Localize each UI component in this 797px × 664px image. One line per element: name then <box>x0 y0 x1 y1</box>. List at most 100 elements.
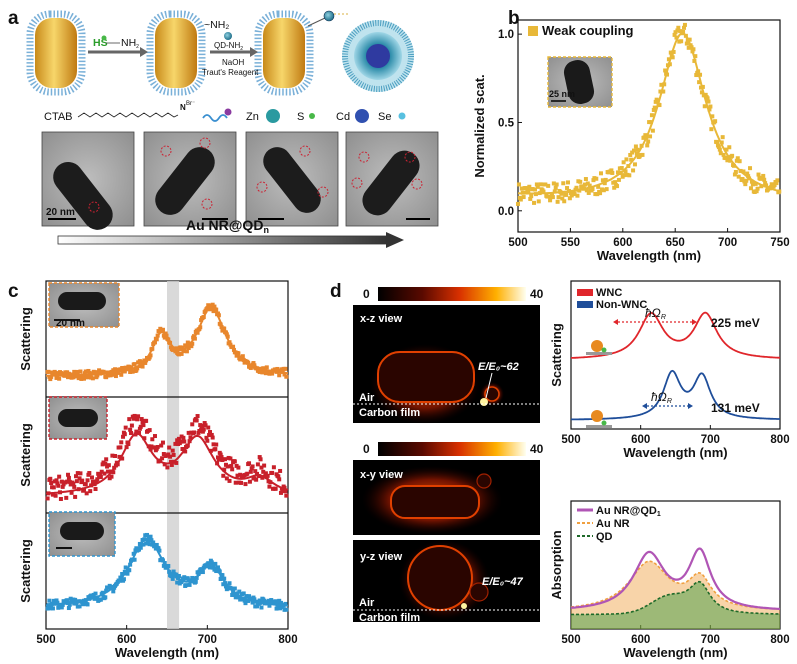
data-point <box>627 173 632 178</box>
data-point <box>193 579 198 584</box>
data-point <box>648 134 653 139</box>
data-point <box>75 471 80 476</box>
data-point <box>730 153 735 158</box>
data-point <box>59 605 64 610</box>
data-point <box>699 90 704 95</box>
data-point <box>609 168 614 173</box>
data-point <box>169 462 174 467</box>
series-qd-area <box>571 581 780 629</box>
data-point <box>188 435 193 440</box>
data-point <box>175 580 180 585</box>
svg-text:40: 40 <box>530 442 544 456</box>
data-point <box>761 173 766 178</box>
data-point <box>707 107 712 112</box>
colorbar-1: 0 40 <box>363 287 544 301</box>
data-point <box>728 158 733 163</box>
data-point <box>255 462 260 467</box>
data-point <box>236 465 241 470</box>
legend-label-qd: QD <box>596 531 613 543</box>
series-weak-coupling-points <box>516 22 782 206</box>
data-point <box>66 472 71 477</box>
map-xy: x-y view <box>353 460 540 535</box>
svg-text:Zn: Zn <box>246 111 259 123</box>
data-point <box>220 458 225 463</box>
data-point <box>616 177 621 182</box>
data-point <box>215 455 220 460</box>
data-point <box>749 179 754 184</box>
data-point <box>270 371 275 376</box>
data-point <box>255 471 260 476</box>
data-point <box>652 105 657 110</box>
data-point <box>57 376 62 381</box>
data-point <box>136 414 141 419</box>
data-point <box>263 471 268 476</box>
data-point <box>710 114 715 119</box>
x-axis-label: Wavelength (nm) <box>623 445 727 460</box>
data-point <box>162 462 167 467</box>
series-arrow: Au NR@QDn <box>57 217 404 248</box>
data-point <box>48 476 53 481</box>
data-point <box>743 182 748 187</box>
svg-text:N: N <box>180 103 186 112</box>
map-xz: x-z view E/E₀~62 Air Carbon film <box>353 305 540 424</box>
series-0-fit <box>46 306 289 377</box>
data-point <box>144 532 149 537</box>
data-point <box>615 184 620 189</box>
data-point <box>257 455 262 460</box>
data-point <box>203 423 208 428</box>
data-point <box>283 366 288 371</box>
rod-3 <box>254 10 350 96</box>
data-point <box>528 196 533 201</box>
data-point <box>594 176 599 181</box>
svg-text:CTAB: CTAB <box>44 111 73 123</box>
data-point <box>57 474 62 479</box>
data-point <box>764 183 769 188</box>
data-point <box>222 467 227 472</box>
svg-text:y-z view: y-z view <box>360 551 403 563</box>
data-point <box>561 181 566 186</box>
data-point <box>708 104 713 109</box>
data-point <box>237 589 242 594</box>
data-point <box>87 370 92 375</box>
x-tick-label: 800 <box>278 634 297 646</box>
data-point <box>179 580 184 585</box>
data-point <box>736 174 741 179</box>
data-point <box>152 434 157 439</box>
data-point <box>108 469 113 474</box>
data-point <box>583 177 588 182</box>
chart-b: 500 550 600 650 700 750 0.0 0.5 1.0 Wavelength (n… <box>472 19 790 263</box>
data-point <box>548 198 553 203</box>
legend-label-total: Au NR@QD1 <box>596 505 661 518</box>
data-point <box>241 591 246 596</box>
data-point <box>66 371 71 376</box>
data-point <box>210 435 215 440</box>
data-point <box>99 469 104 474</box>
d-top-annotations: ħΩR 225 meV ħΩR 131 meV <box>586 306 760 428</box>
data-point <box>230 467 235 472</box>
data-point <box>622 173 627 178</box>
data-point <box>50 606 55 611</box>
data-point <box>645 143 650 148</box>
data-point <box>174 572 179 577</box>
data-point <box>121 434 126 439</box>
data-point <box>144 541 149 546</box>
tem-image-3 <box>245 131 339 227</box>
data-point <box>102 471 107 476</box>
data-point <box>631 168 636 173</box>
plot-frame <box>517 19 781 233</box>
data-point <box>763 181 768 186</box>
data-point <box>47 598 52 603</box>
data-point <box>93 486 98 491</box>
data-point <box>72 484 77 489</box>
data-point <box>521 195 526 200</box>
data-point <box>74 474 79 479</box>
data-point <box>716 145 721 150</box>
data-point <box>243 601 248 606</box>
data-point <box>50 492 55 497</box>
data-point <box>567 196 572 201</box>
data-point <box>564 192 569 197</box>
data-point <box>224 476 229 481</box>
data-point <box>721 152 726 157</box>
data-point <box>541 189 546 194</box>
